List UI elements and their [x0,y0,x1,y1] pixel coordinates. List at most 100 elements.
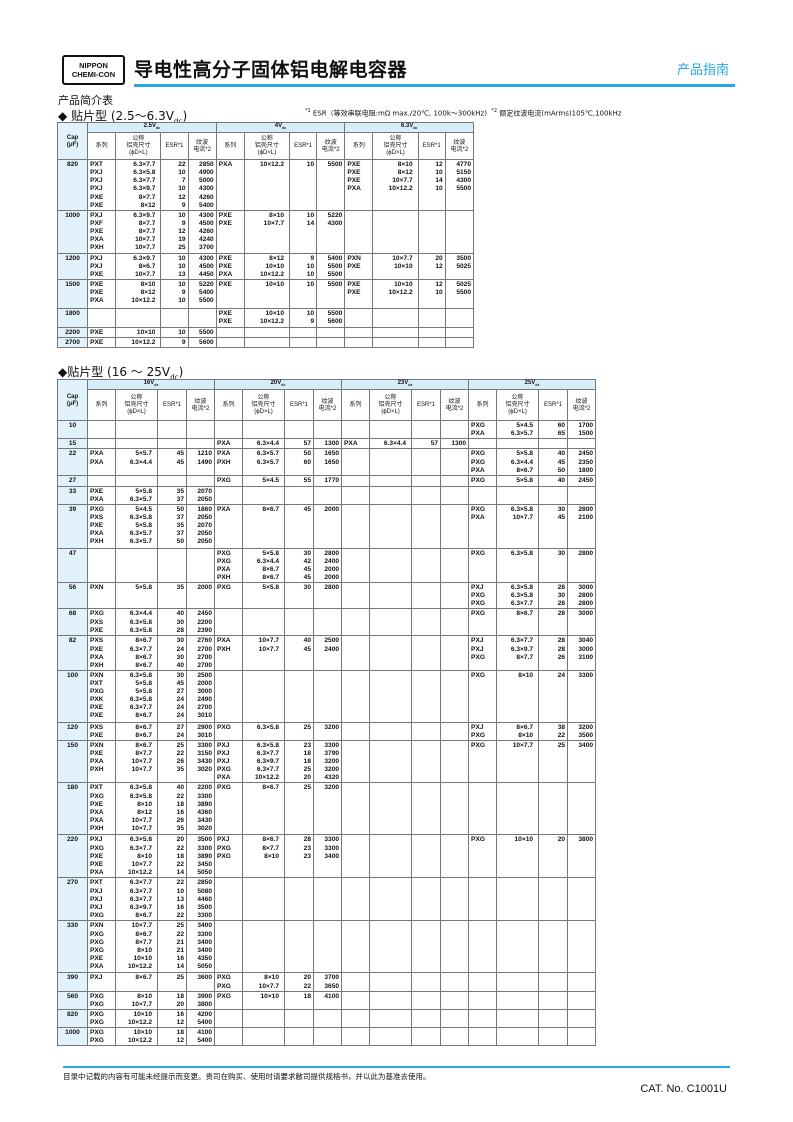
cap-value: 39 [57,503,88,549]
note1: ESR（等效串联电阻:mΩ max./20℃, 100k～300kHz) [312,109,487,118]
size-value: 10×7.7 [135,270,156,278]
series-value: PXA [90,297,104,305]
cap-header: Cap (μF) [57,378,88,422]
voltage-header: 25Vdc [468,378,597,391]
series-cell [341,990,371,1010]
size-value: 10×10 [514,836,534,844]
esr-cell: 10 9 12 19 25 [160,209,189,254]
ripple-cell: 3400 3300 3400 3400 4350 5050 [185,920,216,974]
esr-cell [538,438,569,450]
series-value: PXA [217,450,231,458]
series-value: PXG [217,852,231,860]
ripple-value: 1650 [324,458,340,466]
esr-value: 55 [303,477,312,485]
size-value: 6.3×5.8 [129,792,152,800]
series-value: PXE [218,318,232,326]
esr-cell: 10 [160,327,189,339]
series-header: 系列 [87,389,116,422]
size-cell [496,485,540,505]
ripple-value: 5500 [327,270,343,278]
esr-value: 20 [303,974,312,982]
esr-cell: 28 30 28 [538,582,569,610]
ripple-value: 5080 [197,887,213,895]
series-cell [87,420,116,440]
esr-value: 9 [181,201,186,209]
esr-cell [157,547,187,584]
ripple-cell [444,327,475,339]
nippon-chemi-con-logo: NIPPON CHEMI-CON [62,55,125,85]
series-cell [214,608,244,637]
ripple-value: 4260 [199,193,214,201]
ripple-cell: 2800 [567,547,597,584]
esr-cell: 23 18 18 25 20 [284,739,315,784]
series-value: PXA [90,808,104,816]
esr-value: 10 [435,185,443,193]
size-value: 10×12.2 [388,185,413,193]
ripple-value: 3700 [199,244,214,252]
size-value: 6.3×7.7 [256,750,280,758]
series-value: PXG [90,930,104,938]
series-cell [341,475,371,487]
series-cell [341,582,371,610]
table2-title-sub: dc [170,372,179,382]
ripple-value: 5500 [327,281,343,289]
ripple-value: 4240 [199,236,214,244]
size-value: 8×10 [137,852,152,860]
ripple-value: 2050 [197,538,213,546]
ripple-cell [187,308,217,329]
size-value: 8×12 [397,169,413,177]
voltage-header: 4Vdc [215,121,346,134]
ripple-value: 3700 [324,974,340,982]
ripple-cell [440,485,470,505]
size-cell [369,739,413,784]
series-value: PXA [347,185,361,193]
voltage-header: 16Vdc [86,378,216,391]
esr-cell: 57 [411,438,442,450]
size-value: 6.3×7.7 [256,766,280,774]
esr-cell [417,337,446,349]
series-value: PXK [90,696,104,704]
series-value: PXG [471,422,485,430]
table-row: 1800 PXE PXE 10×10 10×12.2 10 9 5500 5600 [56,308,475,329]
esr-value: 10 [306,310,315,318]
size-value: 10×12.2 [127,1018,152,1026]
esr-cell: 9 [160,337,189,349]
size-value: 10×7.7 [135,244,156,252]
ripple-cell [440,739,470,784]
series-cell: PXG [214,721,244,741]
ripple-value: 2000 [197,584,213,592]
ripple-cell: 2450 2350 1800 [567,448,597,477]
esr-cell: 45 [284,503,315,549]
size-cell [242,877,286,922]
ripple-value: 5400 [199,289,214,297]
size-cell: 5×5.7 6.3×4.4 [115,448,158,477]
ripple-value: 4500 [199,219,214,227]
size-cell: 6.3×5.8 6.3×7.7 8×10 10×7.7 10×12.2 [115,834,158,879]
size-cell: 6.3×5.7 6.3×5.7 [242,448,286,477]
series-value: PXE [90,521,104,529]
series-cell [214,877,244,922]
table-row: 120 PXS PXE 8×6.7 8×6.7 27 24 2900 3010 PXG 6.3×5.… [57,721,597,741]
voltage-value: 23V [397,380,409,386]
series-value: PXA [218,270,233,278]
series-cell: PXT PXJ PXJ PXJ PXG [87,877,116,922]
series-cell: PXG [214,782,244,836]
ripple-value: 2050 [197,530,213,538]
esr-value: 20 [176,1000,184,1008]
esr-cell [411,1008,442,1029]
ripple-value: 3430 [197,758,213,766]
series-cell: PXG [468,608,498,637]
esr-cell [538,485,569,505]
size-cell: 10×10 10×12.2 [243,308,291,329]
series-value: PXJ [471,637,484,645]
size-cell: 8×10 8×12 10×12.2 [115,279,162,310]
esr-cell [157,475,187,487]
series-cell [87,308,117,329]
ripple-value: 4770 [456,161,471,169]
cap-value: 56 [57,582,88,610]
series-value: PXA [90,962,104,970]
esr-cell [284,485,315,505]
size-value: 8×6.7 [135,741,152,749]
series-value: PXJ [90,169,103,177]
size-cell: 5×5.8 6.3×4.4 8×6.7 [496,448,540,477]
